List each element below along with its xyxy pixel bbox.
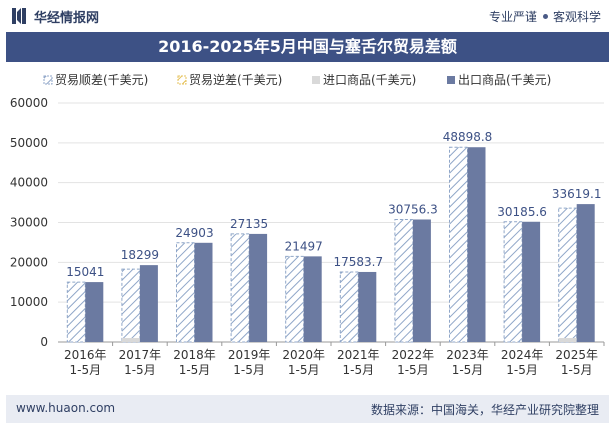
bar-surplus <box>339 271 359 343</box>
slogan-left: 专业严谨 <box>488 10 537 24</box>
x-tick-label: 2022年 <box>392 348 435 362</box>
data-labels: 15041 18299 24903 27135 21497 17583.7 30756.3 4… <box>66 130 601 279</box>
x-tick-label: 1-5月 <box>179 363 211 377</box>
legend-label-0: 贸易顺差(千美元) <box>55 73 148 87</box>
bar-surplus <box>66 281 86 343</box>
brand-name: 华经情报网 <box>34 11 100 26</box>
slogan-right: 客观科学 <box>552 10 601 24</box>
chart-title-bar: 2016-2025年5月中国与塞舌尔贸易差额 <box>6 32 609 62</box>
bar-import <box>558 338 577 342</box>
x-tick-label: 2021年 <box>337 348 380 362</box>
data-label: 33619.1 <box>552 187 602 201</box>
x-axis: 2016年1-5月2017年1-5月2018年1-5月2019年1-5月2020… <box>64 342 605 377</box>
bar-export <box>412 219 431 342</box>
bar-surplus <box>285 255 305 343</box>
data-label: 15041 <box>66 265 104 279</box>
bar-export <box>576 204 595 342</box>
x-tick-label: 1-5月 <box>506 363 538 377</box>
x-tick-label: 1-5月 <box>397 363 429 377</box>
bar-export <box>139 265 158 342</box>
bar-export <box>194 242 213 342</box>
bar-export <box>358 271 377 342</box>
data-label: 30756.3 <box>388 202 438 216</box>
footer-source: 数据来源：中国海关，华经产业研究院整理 <box>370 403 599 417</box>
data-label: 48898.8 <box>443 130 493 144</box>
top-bar: 华经情报网 专业严谨 客观科学 <box>0 0 615 32</box>
bar-export <box>467 147 486 342</box>
x-tick-label: 2017年 <box>119 348 162 362</box>
x-tick-label: 1-5月 <box>561 363 593 377</box>
x-tick-label: 2020年 <box>282 348 325 362</box>
legend-label-2: 进口商品(千美元) <box>323 72 416 87</box>
data-label: 30185.6 <box>497 205 547 219</box>
legend-swatch-import <box>312 76 320 84</box>
logo-icon <box>12 8 26 24</box>
bar-export <box>522 221 541 342</box>
x-tick-label: 2018年 <box>173 348 216 362</box>
bar-export <box>85 282 104 342</box>
x-tick-label: 2024年 <box>501 348 544 362</box>
data-label: 24903 <box>175 226 213 240</box>
x-tick-label: 2023年 <box>446 348 489 362</box>
y-tick-label: 60000 <box>10 96 48 110</box>
y-tick-label: 30000 <box>10 216 48 230</box>
bar-surplus <box>449 146 468 343</box>
y-tick-label: 40000 <box>10 176 48 190</box>
legend-swatch-surplus <box>43 75 53 85</box>
data-label: 21497 <box>285 239 323 253</box>
y-axis: 0 10000 20000 30000 40000 50000 60000 <box>10 96 48 349</box>
x-tick-label: 1-5月 <box>233 363 265 377</box>
data-label: 18299 <box>121 248 159 262</box>
bar-import <box>121 338 140 342</box>
y-tick-label: 50000 <box>10 136 48 150</box>
bars <box>66 146 595 343</box>
x-tick-label: 2025年 <box>555 348 598 362</box>
chart-title: 2016-2025年5月中国与塞舌尔贸易差额 <box>158 37 457 56</box>
bar-chart: 贸易顺差(千美元) 贸易逆差(千美元) 进口商品(千美元) 出口商品(千美元) 0 10… <box>10 72 605 377</box>
x-tick-label: 1-5月 <box>452 363 484 377</box>
bar-surplus <box>230 233 250 343</box>
x-tick-label: 2019年 <box>228 348 271 362</box>
legend-label-1: 贸易逆差(千美元) <box>189 72 282 87</box>
footer-website: www.huaon.com <box>16 401 116 415</box>
slogan: 专业严谨 客观科学 <box>489 8 601 25</box>
x-tick-label: 1-5月 <box>69 363 101 377</box>
x-tick-label: 2016年 <box>64 348 107 362</box>
legend-label-3: 出口商品(千美元) <box>458 72 551 87</box>
x-tick-label: 1-5月 <box>288 363 320 377</box>
bar-surplus <box>503 221 523 343</box>
data-label: 27135 <box>230 217 268 231</box>
legend-swatch-export <box>447 76 455 84</box>
chart-legend: 贸易顺差(千美元) 贸易逆差(千美元) 进口商品(千美元) 出口商品(千美元) <box>43 72 551 87</box>
y-tick-label: 10000 <box>10 295 48 309</box>
x-tick-label: 1-5月 <box>342 363 374 377</box>
bar-surplus <box>558 207 578 343</box>
bar-surplus <box>176 242 195 343</box>
bar-surplus <box>394 218 414 343</box>
slogan-dot-icon <box>542 14 548 19</box>
bar-surplus <box>121 268 141 343</box>
bar-export <box>303 256 322 342</box>
data-label: 17583.7 <box>333 255 383 269</box>
y-tick-label: 0 <box>40 335 48 349</box>
y-tick-label: 20000 <box>10 255 48 269</box>
legend-swatch-deficit <box>177 75 187 85</box>
bar-export <box>249 233 268 342</box>
x-tick-label: 1-5月 <box>124 363 156 377</box>
footer: www.huaon.com 数据来源：中国海关，华经产业研究院整理 <box>6 395 609 423</box>
